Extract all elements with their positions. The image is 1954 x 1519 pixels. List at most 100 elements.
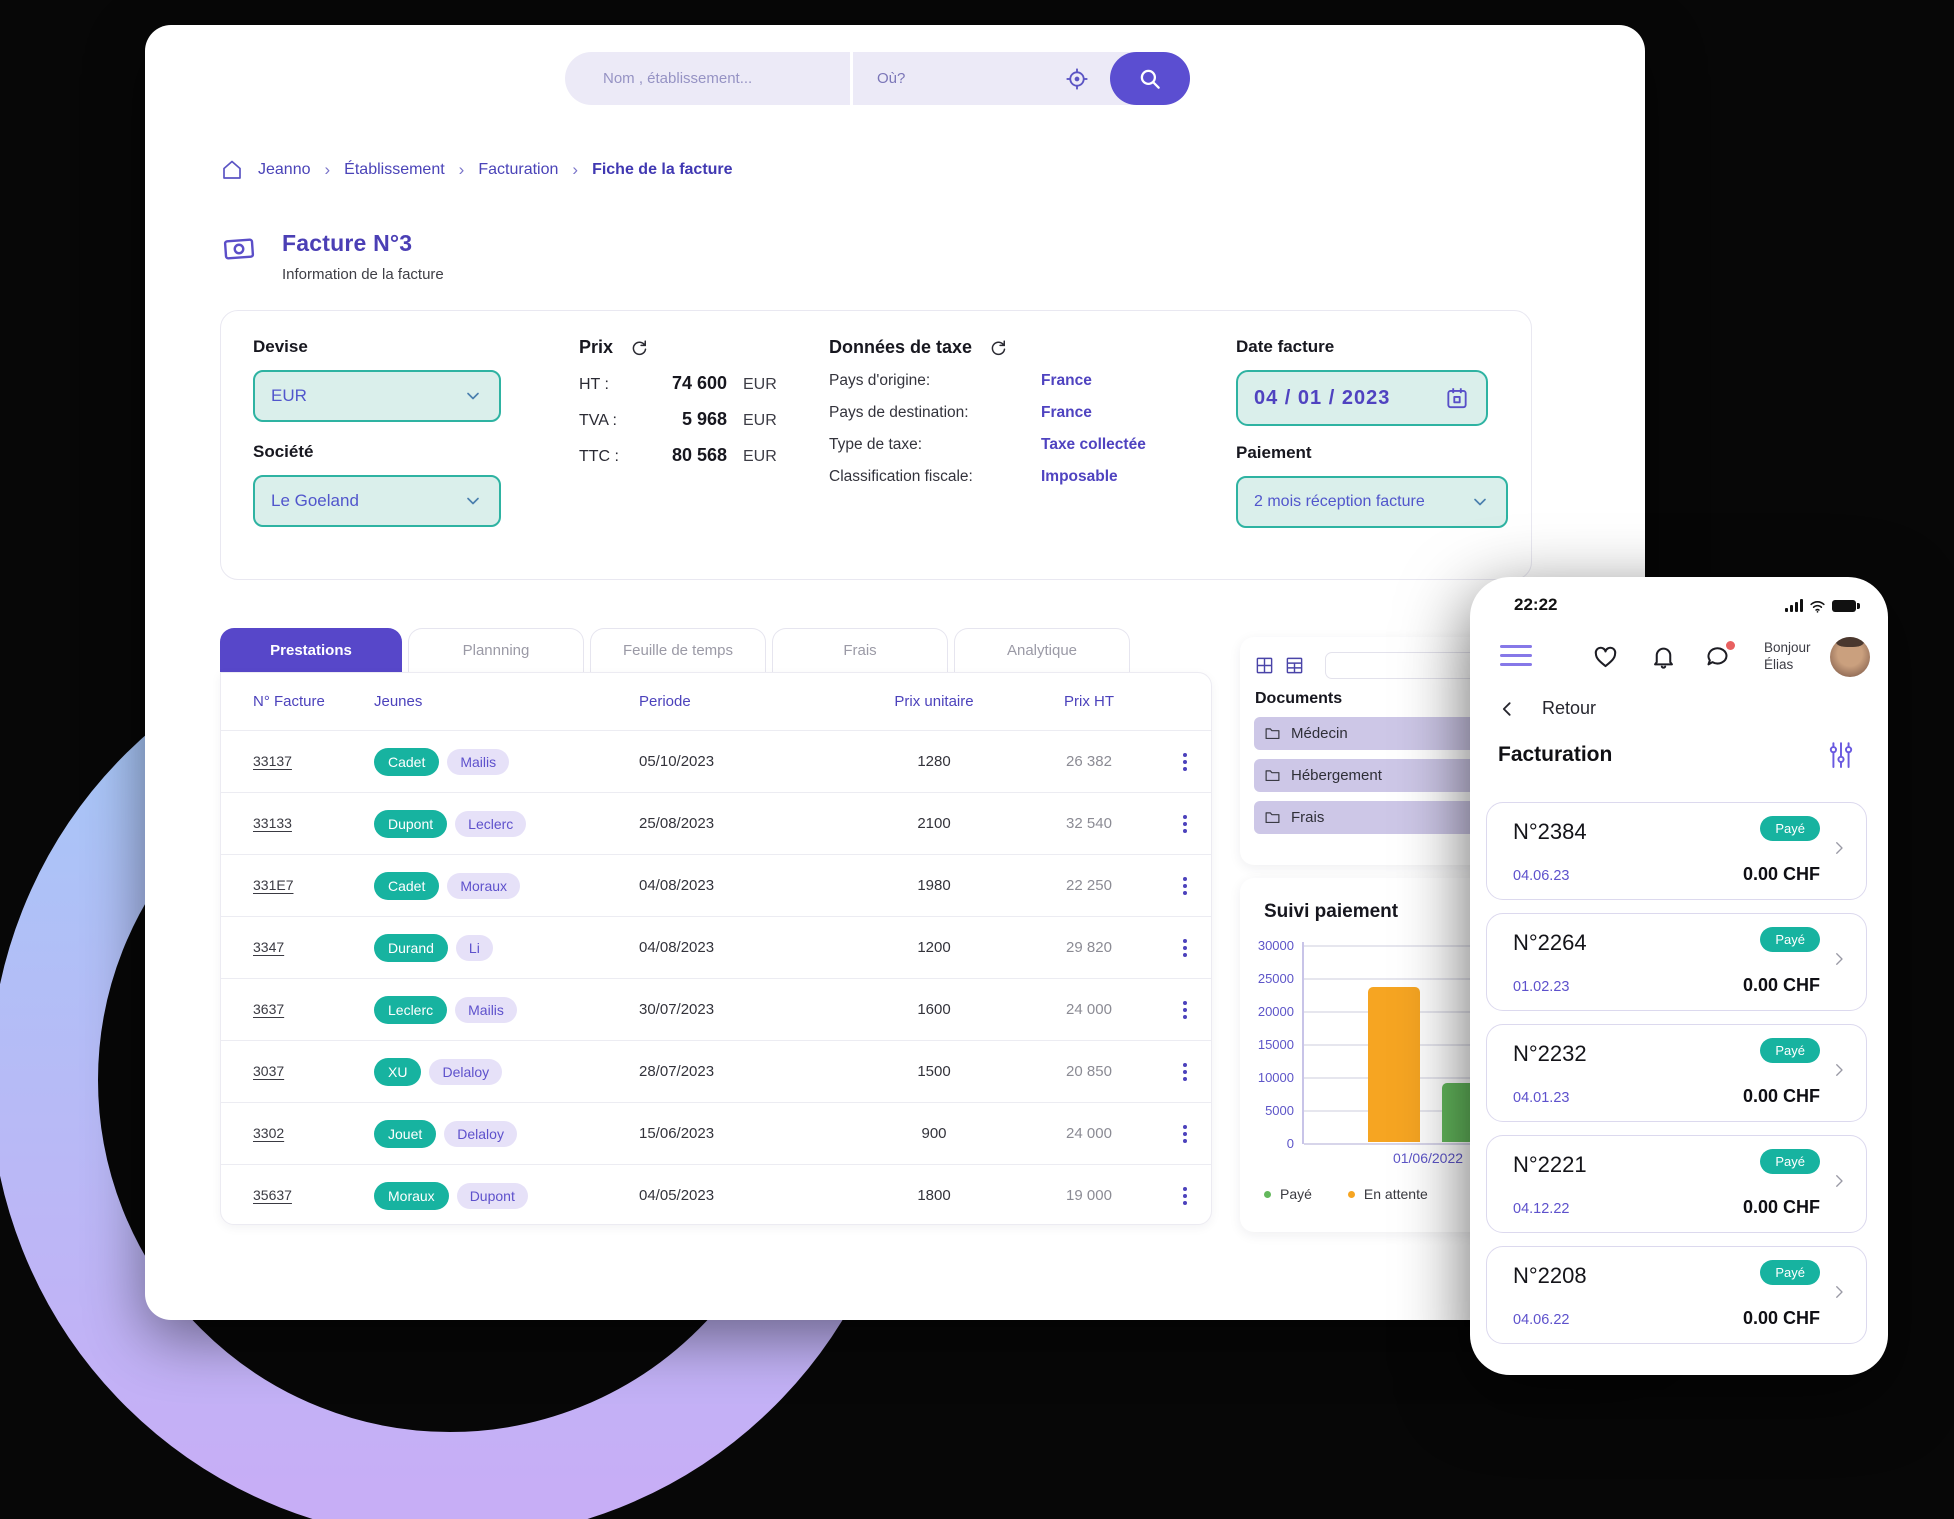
invoice-number-link[interactable]: 33137 [253, 752, 292, 769]
legend-item: En attente [1347, 1186, 1428, 1202]
price-row-key: HT : [579, 376, 609, 393]
breadcrumb-item[interactable]: Établissement [344, 161, 445, 178]
periode-cell: 04/05/2023 [639, 1187, 715, 1204]
tab-analytique[interactable]: Analytique [954, 628, 1130, 672]
prix-unitaire-cell: 1500 [917, 1063, 951, 1080]
back-button[interactable]: Retour [1498, 698, 1596, 719]
menu-icon[interactable] [1500, 645, 1532, 666]
row-menu-button[interactable] [1179, 873, 1191, 899]
devise-value: EUR [271, 386, 307, 405]
avatar[interactable] [1830, 637, 1870, 677]
invoice-card[interactable]: N°2232 Payé 04.01.23 0.00 CHF [1486, 1024, 1867, 1122]
wifi-icon [1809, 598, 1826, 613]
filter-icon[interactable] [1828, 741, 1854, 769]
prix-ht-cell: 26 382 [1066, 753, 1112, 770]
price-row-value: 5 968 [681, 409, 727, 429]
date-payment-column: Date facture 04 / 01 / 2023 Paiement 2 m… [1236, 337, 1508, 528]
document-folder-label: Frais [1291, 809, 1325, 826]
chart-gridline [1304, 978, 1528, 980]
invoice-card-date: 04.12.22 [1513, 1201, 1570, 1217]
notification-dot [1726, 641, 1735, 650]
tab-frais[interactable]: Frais [772, 628, 948, 672]
row-menu-button[interactable] [1179, 811, 1191, 837]
greeting-text: Bonjour Élias [1764, 639, 1811, 673]
tab-prestations[interactable]: Prestations [220, 628, 402, 672]
breadcrumb-item[interactable]: Jeanno [258, 161, 311, 178]
tab-bar: Prestations Plannning Feuille de temps Frai… [220, 628, 1130, 672]
greeting-line2: Élias [1764, 657, 1794, 672]
breadcrumb: Jeanno › Établissement › Facturation › Fiche d… [220, 158, 733, 182]
grid-view-icon[interactable] [1255, 656, 1274, 675]
folder-icon [1264, 767, 1281, 784]
paiement-select[interactable]: 2 mois réception facture [1236, 476, 1508, 528]
invoice-card[interactable]: N°2208 Payé 04.06.22 0.00 CHF [1486, 1246, 1867, 1344]
row-menu-button[interactable] [1179, 749, 1191, 775]
price-row: TTC : 80 568 EUR [579, 445, 777, 466]
banknote-icon [222, 232, 256, 266]
tax-row-key: Pays de destination: [829, 404, 969, 421]
invoice-number-link[interactable]: 3637 [253, 1000, 285, 1017]
price-row-value: 74 600 [671, 373, 727, 393]
table-row: 33137 Cadet Mailis 05/10/2023 1280 26 382 [221, 730, 1211, 792]
tax-row-key: Type de taxe: [829, 436, 923, 453]
prix-ht-cell: 20 850 [1066, 1063, 1112, 1080]
legend-label: Payé [1280, 1186, 1312, 1202]
tax-row-value: Taxe collectée [1041, 436, 1146, 453]
heart-icon[interactable] [1592, 643, 1619, 670]
date-facture-input[interactable]: 04 / 01 / 2023 [1236, 370, 1488, 426]
invoice-card[interactable]: N°2221 Payé 04.12.22 0.00 CHF [1486, 1135, 1867, 1233]
chevron-right-icon [1830, 839, 1848, 857]
societe-select[interactable]: Le Goeland [253, 475, 501, 527]
row-menu-button[interactable] [1179, 935, 1191, 961]
invoice-number-link[interactable]: 3302 [253, 1124, 285, 1141]
periode-cell: 25/08/2023 [639, 815, 715, 832]
devise-select[interactable]: EUR [253, 370, 501, 422]
prix-ht-cell: 24 000 [1066, 1125, 1112, 1142]
status-badge: Payé [1760, 816, 1820, 841]
chat-icon[interactable] [1704, 643, 1731, 670]
prix-unitaire-cell: 900 [921, 1125, 947, 1142]
row-menu-button[interactable] [1179, 1183, 1191, 1209]
legend-dot [1347, 1190, 1355, 1198]
prix-unitaire-cell: 1600 [917, 1001, 951, 1018]
invoice-number-link[interactable]: 3037 [253, 1062, 285, 1079]
search-button[interactable] [1110, 52, 1190, 105]
tax-row-value: Imposable [1041, 468, 1118, 485]
jeune-tag-primary: Jouet [374, 1119, 437, 1148]
invoice-card-number: N°2221 [1513, 1152, 1587, 1177]
invoice-number-link[interactable]: 33133 [253, 814, 292, 831]
locate-icon[interactable] [1064, 66, 1090, 92]
home-icon[interactable] [220, 158, 244, 182]
invoice-number-link[interactable]: 3347 [253, 938, 285, 955]
column-header: Prix unitaire [894, 693, 974, 710]
page-title: Facture N°3 [282, 230, 413, 256]
search-input[interactable]: Nom , établissement... [603, 70, 753, 87]
invoice-card[interactable]: N°2264 Payé 01.02.23 0.00 CHF [1486, 913, 1867, 1011]
invoice-number-link[interactable]: 35637 [253, 1186, 292, 1203]
page-subtitle: Information de la facture [282, 266, 444, 283]
breadcrumb-item[interactable]: Facturation [478, 161, 559, 178]
table-view-icon[interactable] [1285, 656, 1304, 675]
refresh-icon[interactable] [629, 338, 649, 358]
chevron-down-icon [463, 491, 483, 511]
price-row: HT : 74 600 EUR [579, 373, 777, 394]
folder-icon [1264, 809, 1281, 826]
bell-icon[interactable] [1650, 643, 1677, 670]
search-icon [1137, 66, 1163, 92]
refresh-icon[interactable] [988, 338, 1008, 358]
row-menu-button[interactable] [1179, 997, 1191, 1023]
tab-plannning[interactable]: Plannning [408, 628, 584, 672]
chevron-right-icon [1830, 1172, 1848, 1190]
invoice-card[interactable]: N°2384 Payé 04.06.23 0.00 CHF [1486, 802, 1867, 900]
invoice-card-number: N°2264 [1513, 930, 1587, 955]
row-menu-button[interactable] [1179, 1059, 1191, 1085]
tab-feuille-de-temps[interactable]: Feuille de temps [590, 628, 766, 672]
row-menu-button[interactable] [1179, 1121, 1191, 1147]
invoice-number-link[interactable]: 331E7 [253, 876, 294, 893]
price-column: Prix HT : 74 600 EUR TVA : 5 968 EUR TTC : 80 5… [579, 337, 777, 466]
invoice-card-number: N°2384 [1513, 819, 1587, 844]
where-input[interactable]: Où? [877, 70, 906, 87]
price-row-value: 80 568 [671, 445, 727, 465]
price-row-key: TTC : [579, 448, 619, 465]
search-bar: Nom , établissement... Où? [565, 52, 1190, 105]
